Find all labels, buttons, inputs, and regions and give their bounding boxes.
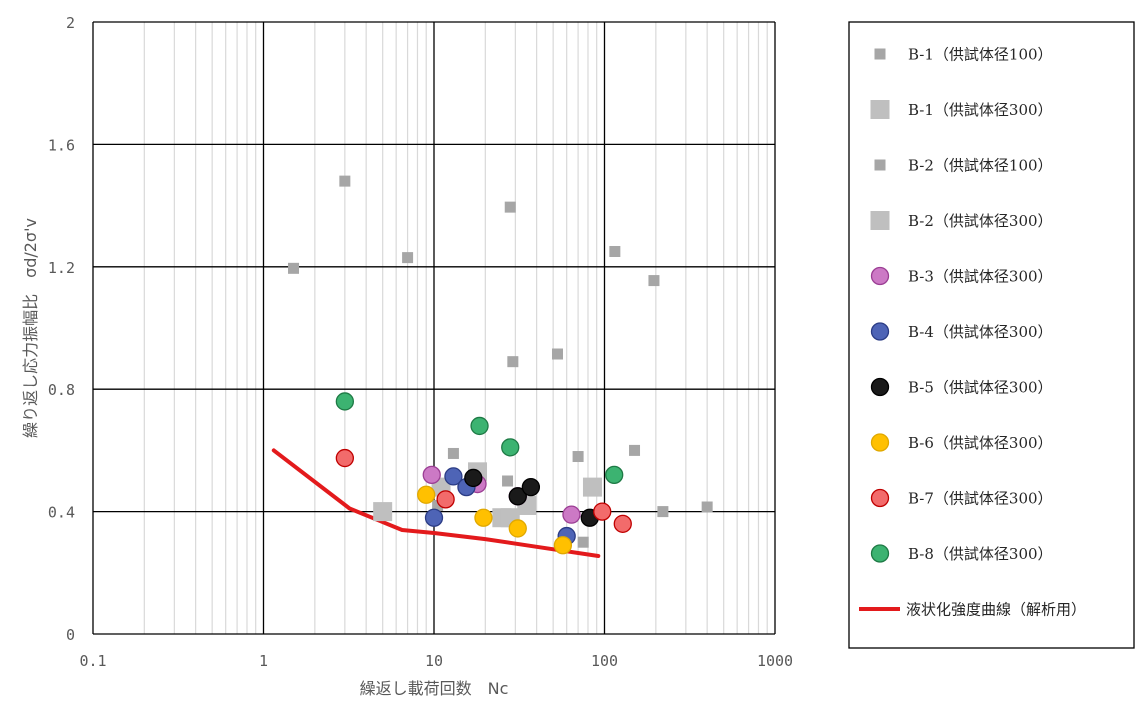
data-point (422, 465, 441, 485)
data-point (474, 508, 493, 527)
y-axis-title: 繰り返し応力振幅比 σd/2σ'v (21, 218, 40, 438)
y-tick-label: 2 (66, 14, 75, 32)
legend-marker (870, 266, 890, 286)
y-tick-label: 1.6 (48, 136, 75, 154)
data-point (507, 356, 519, 368)
x-tick-labels: 0.1 1 10 100 1000 (79, 652, 793, 670)
data-points-layer (288, 175, 713, 555)
data-point (402, 252, 414, 264)
legend-label: B-2（供試体径100） (908, 157, 1053, 175)
data-point (629, 444, 641, 456)
x-tick-label: 100 (591, 652, 618, 670)
data-point (609, 246, 621, 257)
strength-curve-line (271, 448, 601, 558)
data-point (605, 465, 624, 485)
data-point (553, 536, 573, 555)
data-point (424, 508, 444, 527)
legend-label: 液状化強度曲線（解析用） (906, 601, 1086, 619)
legend-marker (870, 377, 890, 397)
legend-marker (870, 211, 890, 230)
data-point (508, 487, 527, 506)
data-point (613, 514, 632, 533)
data-point (508, 519, 527, 538)
data-point (582, 477, 602, 497)
legend-label: B-8（供試体径300） (908, 545, 1053, 563)
legend-marker (870, 100, 890, 119)
legend: B-1（供試体径100） B-1（供試体径300） B-2（供試体径100） B-2（… (848, 21, 1135, 649)
legend-label: B-3（供試体径300） (908, 268, 1053, 286)
data-point (373, 502, 393, 522)
y-tick-label: 1.2 (48, 259, 75, 277)
data-point (432, 499, 444, 511)
data-point (470, 416, 489, 436)
x-tick-label: 0.1 (79, 652, 106, 670)
data-point (335, 392, 354, 411)
data-point (701, 501, 713, 513)
legend-label: B-6（供試体径300） (908, 434, 1053, 452)
legend-marker (874, 159, 886, 171)
legend-label: B-7（供試体径300） (908, 490, 1053, 508)
data-point (504, 201, 516, 213)
data-point (288, 262, 300, 274)
legend-box (848, 21, 1135, 649)
x-axis-title: 繰返し載荷回数 Nc (360, 679, 509, 698)
data-point (447, 447, 459, 459)
x-tick-label: 10 (425, 652, 443, 670)
data-point (335, 448, 354, 468)
legend-marker (870, 544, 890, 563)
data-point (593, 502, 612, 521)
legend-marker (874, 48, 886, 60)
legend-marker (870, 322, 890, 341)
data-point (572, 451, 584, 463)
legend-marker (870, 488, 890, 508)
legend-label: B-1（供試体径100） (908, 46, 1053, 64)
data-point (551, 348, 563, 360)
legend-label: B-2（供試体径300） (908, 212, 1053, 230)
data-point (577, 536, 589, 548)
data-point (436, 490, 455, 509)
y-tick-label: 0.8 (48, 381, 75, 399)
legend-label: B-4（供試体径300） (908, 323, 1053, 341)
data-point (521, 477, 541, 497)
data-point (339, 175, 351, 187)
data-point (562, 505, 581, 524)
strength-curve-layer (271, 448, 601, 558)
minor-gridlines (143, 22, 768, 634)
data-point (657, 506, 669, 518)
x-tick-label: 1 (259, 652, 268, 670)
data-point (444, 467, 463, 486)
legend-marker (870, 433, 890, 452)
x-tick-label: 1000 (757, 652, 793, 670)
data-point (502, 475, 514, 487)
legend-label: B-5（供試体径300） (908, 379, 1053, 397)
legend-label: B-1（供試体径300） (908, 101, 1053, 119)
data-point (464, 468, 483, 488)
data-point (417, 485, 436, 504)
y-tick-labels: 0 0.4 0.8 1.2 1.6 2 (48, 14, 75, 644)
y-tick-label: 0 (66, 626, 75, 644)
data-point (501, 438, 520, 457)
y-tick-label: 0.4 (48, 504, 75, 522)
data-point (648, 275, 660, 287)
